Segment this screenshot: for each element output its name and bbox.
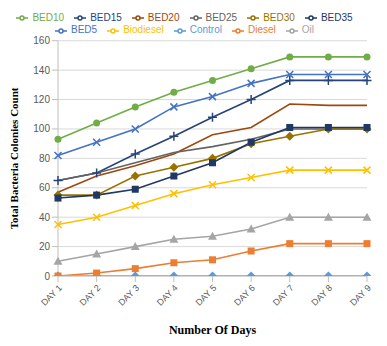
html-text:BED15: BED15: [90, 12, 122, 23]
svg-text:60: 60: [39, 182, 51, 193]
html-text:Biodiesel: Biodiesel: [123, 24, 164, 36]
html-text:Oil: Oil: [301, 24, 314, 36]
svg-text:20: 20: [39, 241, 51, 252]
svg-text:DAY 3: DAY 3: [116, 283, 141, 308]
svg-text:120: 120: [33, 94, 50, 105]
html-text:BED25: BED25: [205, 12, 238, 23]
svg-text:0: 0: [44, 271, 50, 282]
svg-text:DAY 8: DAY 8: [309, 283, 334, 308]
svg-text:DAY 7: DAY 7: [271, 283, 296, 308]
html-text:Diesel: Diesel: [248, 24, 276, 36]
svg-text:DAY 9: DAY 9: [348, 283, 373, 308]
svg-text:Number Of Days: Number Of Days: [169, 323, 256, 337]
svg-text:80: 80: [39, 153, 51, 164]
html-text:BED5: BED5: [71, 24, 98, 36]
svg-text:100: 100: [33, 123, 50, 134]
html-text:Control: Control: [189, 24, 222, 36]
svg-text:40: 40: [39, 212, 51, 223]
svg-text:DAY 1: DAY 1: [39, 283, 64, 308]
svg-text:160: 160: [33, 35, 50, 46]
svg-text:140: 140: [33, 65, 50, 76]
svg-text:DAY 2: DAY 2: [78, 283, 103, 308]
svg-text:Total Bacteria Colonies Count: Total Bacteria Colonies Count: [8, 87, 20, 229]
html-text:BED10: BED10: [32, 12, 65, 23]
svg-text:DAY 4: DAY 4: [155, 283, 180, 308]
svg-text:DAY 5: DAY 5: [194, 283, 219, 308]
svg-text:DAY 6: DAY 6: [232, 283, 257, 308]
html-text:BED35: BED35: [320, 12, 353, 23]
html-text:BED30: BED30: [263, 12, 295, 23]
html-text:BED20: BED20: [147, 12, 180, 23]
